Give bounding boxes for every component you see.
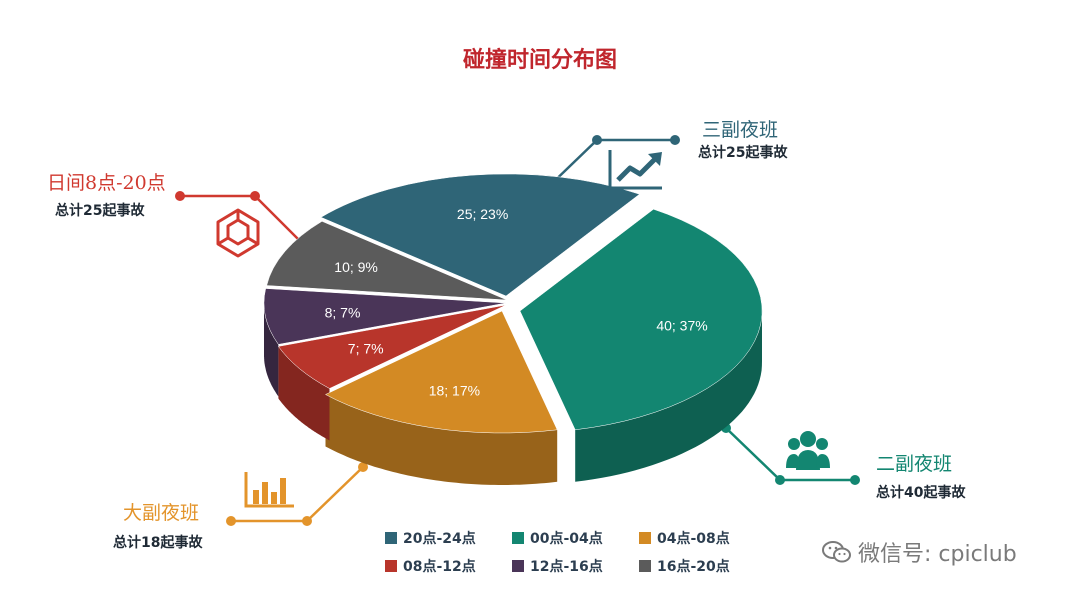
sanfu-callout-title: 三副夜班 [702,119,779,141]
erfu-callout-line [725,427,855,482]
pie-side-04点-08点 [325,394,558,485]
legend-label: 16点-20点 [657,559,730,575]
dafu-callout-dot [358,462,368,472]
cube-icon [216,208,260,258]
pie-slice-20点-24点 [320,173,641,297]
rijian-callout-dot [250,191,260,201]
sanfu-callout-dot [670,135,680,145]
pie-data-label: 10; 9% [334,259,378,275]
dafu-callout-dot [226,516,236,526]
pie-data-label: 7; 7% [348,340,384,356]
pie-slice-16点-20点 [266,221,508,301]
sanfu-callout-dot [592,135,602,145]
legend-label: 20点-24点 [403,531,476,547]
legend-swatch [512,532,524,544]
dafu-callout-line [231,466,364,523]
legend-swatch [385,560,397,572]
pie-slice-00点-04点 [519,208,763,431]
erfu-callout-dot [775,475,785,485]
legend-item: 04点-08点 [639,528,730,548]
pie-side-08点-12点 [278,346,330,441]
wechat-icon [822,541,851,563]
dafu-callout-title: 大副夜班 [123,502,200,524]
legend-label: 12点-16点 [530,559,603,575]
legend-label: 00点-04点 [530,531,603,547]
pie-data-label: 25; 23% [457,206,508,222]
legend-item: 08点-12点 [385,556,476,576]
rijian-callout-dot [175,191,185,201]
erfu-callout-title: 二副夜班 [876,453,953,475]
legend-label: 08点-12点 [403,559,476,575]
erfu-callout-dot [850,475,860,485]
chart-title: 碰撞时间分布图 [462,47,617,73]
pie-data-label: 40; 37% [656,318,707,334]
sanfu-callout-sub: 总计25起事故 [698,145,788,161]
rijian-callout-title: 日间8点-20点 [47,172,166,194]
legend-item: 12点-16点 [512,556,603,576]
erfu-callout-sub: 总计40起事故 [876,485,966,501]
legend-swatch [639,560,651,572]
legend-swatch [639,532,651,544]
legend-item: 16点-20点 [639,556,730,576]
watermark-text: 微信号: cpiclub [858,542,1017,567]
legend-label: 04点-08点 [657,531,730,547]
pie-side-00点-04点 [575,309,762,482]
pie-slice-04点-08点 [324,310,558,434]
pie-data-label: 18; 17% [429,382,480,398]
legend-swatch [512,560,524,572]
legend-swatch [385,532,397,544]
people-group-icon [786,431,830,470]
legend-item: 20点-24点 [385,528,476,548]
rijian-callout-sub: 总计25起事故 [55,203,145,219]
pie-data-label: 8; 7% [325,304,361,320]
watermark: 微信号: cpiclub [822,536,1017,568]
pie-slice-08点-12点 [277,304,507,389]
dafu-callout-dot [302,516,312,526]
dafu-callout-sub: 总计18起事故 [113,535,203,551]
pie-slice-12点-16点 [263,288,507,345]
legend-item: 00点-04点 [512,528,603,548]
bar-chart-icon [244,472,294,508]
trend-chart-icon [608,150,662,190]
